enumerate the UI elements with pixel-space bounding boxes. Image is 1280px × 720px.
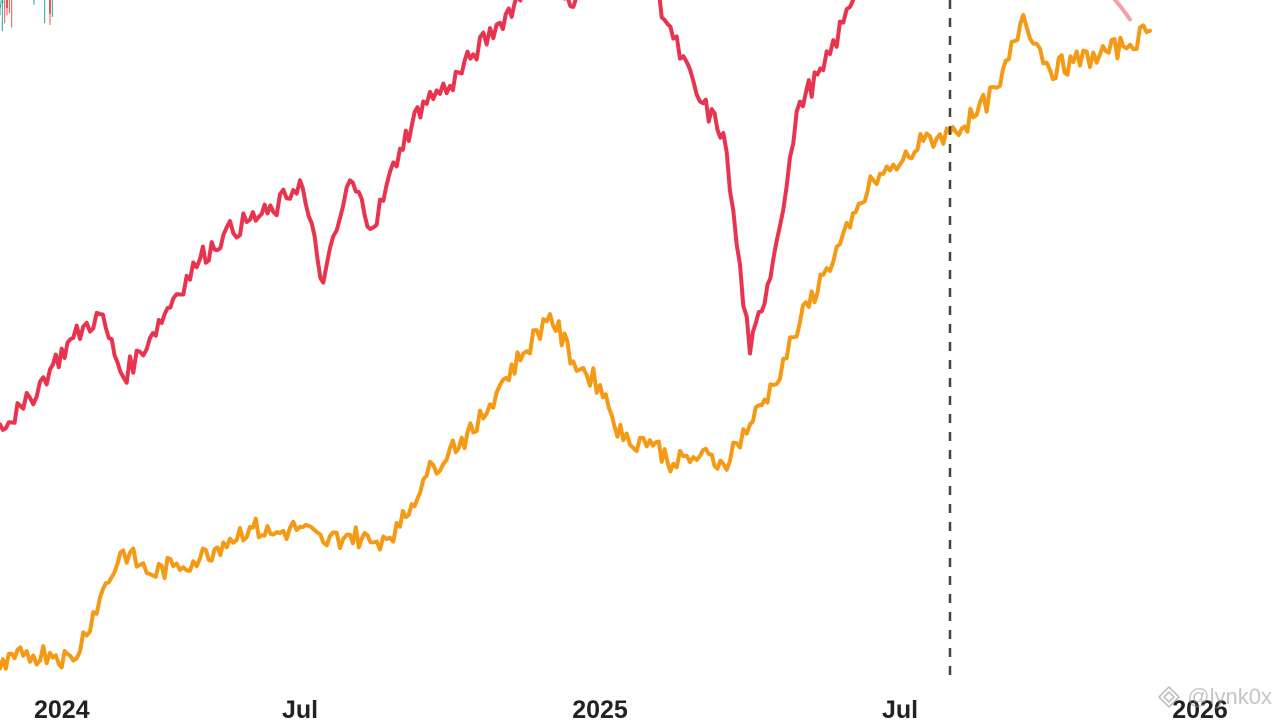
x-tick-label: 2026 — [1172, 696, 1228, 720]
x-tick-label: Jul — [882, 696, 918, 720]
x-tick-label: 2025 — [572, 696, 628, 720]
binance-diamond-icon — [1158, 685, 1181, 709]
series-line-1 — [0, 0, 856, 432]
watermark-handle: @lynk0x — [1187, 684, 1272, 709]
series-projection-line — [1112, 0, 1132, 22]
series-line-2 — [0, 12, 1152, 671]
candle-body — [6, 0, 8, 9]
candle-body — [1, 0, 4, 4]
x-axis-ticks: 2024 Jul 2025 Jul 2026 — [34, 696, 1228, 720]
line-series — [0, 0, 1152, 671]
candlestick-series — [0, 0, 53, 32]
candle-body — [49, 0, 51, 14]
x-tick-label: 2024 — [34, 696, 90, 720]
watermark: @lynk0x — [1157, 684, 1272, 710]
x-tick-label: Jul — [282, 696, 318, 720]
candle-body — [0, 4, 1, 8]
